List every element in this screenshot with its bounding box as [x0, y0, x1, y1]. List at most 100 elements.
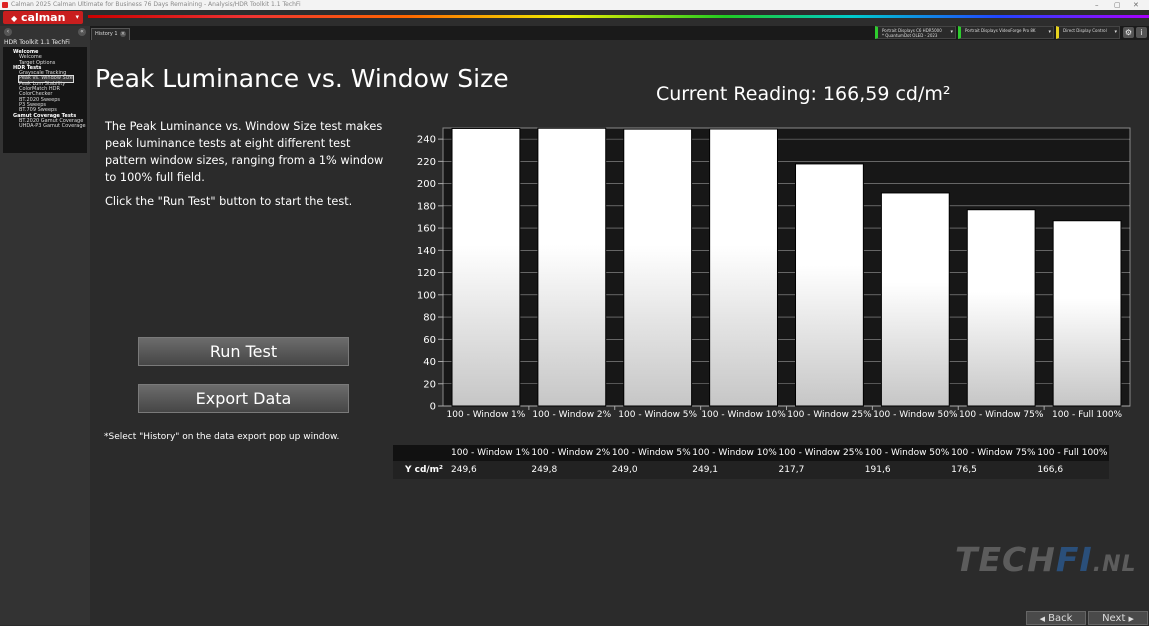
- tree-item[interactable]: Peak Lum Stability: [3, 80, 87, 87]
- y-tick-label: 140: [417, 246, 436, 257]
- tab-history-1[interactable]: History 1 ×: [91, 28, 130, 40]
- watermark-part2: FI: [1055, 540, 1093, 579]
- close-icon[interactable]: ✕: [1133, 1, 1139, 9]
- meter-mode: * QuantumDot OLED - 2023: [882, 33, 938, 38]
- minimize-icon[interactable]: –: [1095, 1, 1099, 9]
- luminance-bar-chart: 0 20 40 60 80 100 120 140 160 180 200 220 240 100 - W…: [417, 127, 1131, 420]
- table-cell: 191,6: [864, 465, 891, 475]
- tree-item-label: ColorChecker: [19, 91, 53, 98]
- generator-name: Portrait Displays VideoForge Pro 8K: [965, 28, 1036, 33]
- techfi-watermark: TECHFI.NL: [955, 540, 1137, 579]
- rainbow-bar: [88, 15, 1149, 18]
- next-label: Next: [1102, 613, 1126, 624]
- results-table: 100 - Window 1% 100 - Window 2% 100 - Wind…: [393, 445, 1109, 479]
- tree-item-label: Welcome: [13, 49, 39, 55]
- back-arrow-icon[interactable]: ‹: [4, 28, 12, 36]
- calman-logo-button[interactable]: ◆ calman ▾: [3, 11, 83, 24]
- bar: [537, 127, 607, 407]
- maximize-icon[interactable]: ▢: [1114, 1, 1121, 9]
- tree-item[interactable]: HDR Tests: [3, 64, 87, 71]
- table-corner: [393, 445, 451, 461]
- description-paragraph: The Peak Luminance vs. Window Size test …: [105, 120, 384, 184]
- tree-item-label: UHDA-P3 Gamut Coverage: [19, 123, 86, 130]
- tree-item[interactable]: BT.2020 Gamut Coverage: [3, 117, 87, 124]
- bar: [795, 163, 864, 407]
- collapse-icon[interactable]: «: [78, 28, 86, 36]
- meter-selector[interactable]: Portrait Displays C6 HDR5000 * QuantumDo…: [875, 26, 956, 39]
- y-tick-label: 180: [417, 201, 436, 212]
- tree-item[interactable]: BT.2020 Sweeps: [3, 96, 87, 103]
- table-cell: 249,0: [611, 465, 638, 475]
- table-cell: 217,7: [778, 465, 805, 475]
- pattern-generator-selector[interactable]: Portrait Displays VideoForge Pro 8K ▾: [958, 26, 1054, 39]
- bar: [966, 209, 1036, 407]
- page-title: Peak Luminance vs. Window Size: [95, 64, 509, 93]
- tree-item[interactable]: UHDA-P3 Gamut Coverage: [3, 124, 87, 129]
- y-tick-label: 100: [417, 290, 436, 301]
- tree-item-label: Target Options: [19, 59, 56, 66]
- y-tick-label: 240: [417, 135, 436, 146]
- display-control-name: Direct Display Control: [1063, 28, 1107, 33]
- tree-item[interactable]: Gamut Coverage Tests: [3, 113, 87, 119]
- y-tick-label: 60: [423, 335, 436, 346]
- tree-item-label: HDR Tests: [13, 64, 42, 71]
- watermark-part1: TECH: [955, 540, 1056, 579]
- column-header: 100 - Window 1%: [451, 448, 530, 458]
- bar: [623, 128, 693, 407]
- y-tick-label: 40: [423, 357, 436, 368]
- workflow-tree: Welcome Welcome Target Options HDR Tests Gra…: [3, 47, 87, 153]
- y-tick-label: 20: [423, 379, 436, 390]
- tree-item-label: Grayscale Tracking: [19, 70, 67, 77]
- back-arrow-icon: ◀: [1039, 615, 1045, 623]
- tree-item[interactable]: Welcome: [3, 49, 87, 55]
- tree-item[interactable]: P3 Sweeps: [3, 101, 87, 108]
- meter-name: Portrait Displays C6 HDR5000: [882, 28, 942, 33]
- tree-item-label: Peak Lum Stability: [19, 80, 66, 87]
- chevron-down-icon: ▾: [1114, 29, 1117, 35]
- tree-item[interactable]: Target Options: [3, 59, 87, 66]
- settings-icon[interactable]: ⚙: [1123, 27, 1134, 38]
- column-header: 100 - Window 75%: [951, 448, 1036, 458]
- column-header: 100 - Window 2%: [531, 448, 611, 458]
- row-label: Y cd/m²: [404, 465, 443, 475]
- x-tick-label: 100 - Window 1%: [447, 410, 526, 420]
- next-arrow-icon: ▶: [1128, 615, 1134, 623]
- back-button[interactable]: ◀ Back: [1026, 611, 1086, 625]
- info-icon[interactable]: i: [1136, 27, 1147, 38]
- display-control-selector[interactable]: Direct Display Control ▾: [1056, 26, 1120, 39]
- bar: [451, 127, 521, 407]
- next-button[interactable]: Next ▶: [1088, 611, 1148, 625]
- tree-item[interactable]: ColorChecker: [3, 92, 87, 97]
- x-tick-label: 100 - Window 75%: [959, 410, 1044, 420]
- tree-item[interactable]: BT.709 Sweeps: [3, 108, 87, 113]
- export-data-button[interactable]: Export Data: [138, 384, 349, 413]
- tree-item-label: Welcome: [19, 54, 42, 61]
- tree-item-label: BT.2020 Gamut Coverage: [19, 117, 84, 124]
- close-tab-icon[interactable]: ×: [120, 31, 126, 37]
- table-cell: 249,6: [451, 465, 477, 475]
- column-header: 100 - Full 100%: [1037, 448, 1108, 458]
- column-header: 100 - Window 5%: [611, 448, 691, 458]
- app-icon: [2, 2, 8, 8]
- table-row: Y cd/m² 249,6 249,8 249,0 249,1 217,7 191,6 176…: [393, 461, 1109, 479]
- table-header-row: 100 - Window 1% 100 - Window 2% 100 - Wind…: [393, 445, 1109, 461]
- sidebar-title: HDR Toolkit 1.1 TechFi: [4, 39, 70, 46]
- run-test-button[interactable]: Run Test: [138, 337, 349, 366]
- watermark-part3: .NL: [1092, 552, 1137, 577]
- column-header: 100 - Window 25%: [778, 448, 864, 458]
- bar: [709, 128, 778, 407]
- window-titlebar: Calman 2025 Calman Ultimate for Business…: [0, 0, 1149, 10]
- tree-item[interactable]: Grayscale Tracking: [3, 71, 87, 76]
- diamond-icon: ◆: [11, 14, 18, 23]
- menu-bar: [0, 10, 1149, 26]
- current-reading: Current Reading: 166,59 cd/m²: [656, 83, 951, 105]
- logo-text: calman: [21, 11, 66, 24]
- x-tick-label: 100 - Window 5%: [618, 410, 697, 420]
- tree-item-label: P3 Sweeps: [19, 101, 46, 108]
- tree-item-label: BT.2020 Sweeps: [19, 96, 60, 103]
- column-header: 100 - Window 10%: [692, 448, 777, 458]
- tree-item[interactable]: Welcome: [3, 55, 87, 60]
- tree-item[interactable]: Peak vs. Window Size: [3, 75, 87, 83]
- bar: [880, 192, 950, 407]
- tree-item[interactable]: ColorMatch HDR: [3, 86, 87, 92]
